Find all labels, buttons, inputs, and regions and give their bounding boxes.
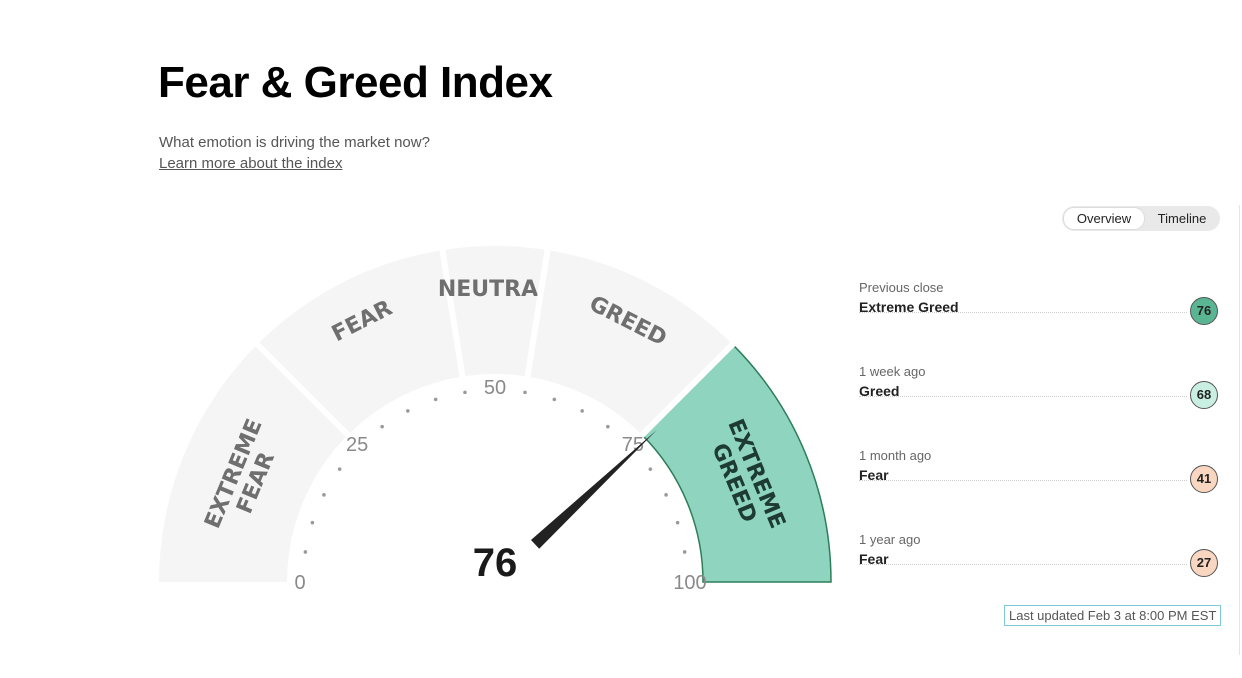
- history-item: 1 year ago Fear 27: [859, 532, 1219, 580]
- segment-greed: [527, 250, 733, 435]
- tick-label: 50: [484, 377, 506, 399]
- tick-dot: [648, 467, 653, 471]
- history-rating: Greed: [859, 383, 900, 399]
- tick-dot: [675, 520, 680, 525]
- segment-label-neutral: NEUTRAL: [438, 277, 552, 302]
- fear-greed-gauge: EXTREMEFEARFEARNEUTRALGREEDEXTREMEGREED0…: [159, 246, 832, 620]
- dotted-leader: [859, 480, 1187, 481]
- segment-separator: [439, 247, 466, 380]
- page-title: Fear & Greed Index: [158, 58, 553, 107]
- tick-dot: [606, 424, 610, 429]
- history-score-badge: 27: [1190, 549, 1218, 577]
- overview-tab[interactable]: Overview: [1063, 207, 1145, 230]
- dotted-leader: [859, 312, 1187, 313]
- tick-dot: [682, 550, 687, 554]
- tick-label: 25: [346, 434, 368, 456]
- tick-dot: [406, 409, 410, 413]
- panel-divider: [1239, 205, 1240, 655]
- segment-separator: [253, 340, 352, 439]
- learn-more-link[interactable]: Learn more about the index: [159, 155, 343, 172]
- page-subtitle: What emotion is driving the market now?: [159, 134, 430, 151]
- dotted-leader: [859, 564, 1187, 565]
- history-item: 1 week ago Greed 68: [859, 364, 1219, 412]
- history-item: Previous close Extreme Greed 76: [859, 280, 1219, 328]
- tick-label: 100: [673, 572, 706, 594]
- history-period: 1 year ago: [859, 532, 921, 547]
- gauge-needle: [530, 430, 657, 549]
- tick-label: 0: [294, 572, 305, 594]
- segment-extreme-fear: [159, 344, 348, 582]
- dotted-leader: [859, 396, 1187, 397]
- history-score-badge: 41: [1190, 465, 1218, 493]
- view-toggle: Overview Timeline: [1062, 206, 1220, 231]
- timeline-tab[interactable]: Timeline: [1157, 211, 1207, 226]
- tick-dot: [552, 397, 557, 402]
- tick-dot: [337, 467, 342, 471]
- tick-dot: [433, 397, 438, 402]
- history-item: 1 month ago Fear 41: [859, 448, 1219, 496]
- segment-fear: [257, 250, 463, 435]
- history-rating: Fear: [859, 551, 889, 567]
- gauge-value: 76: [473, 541, 518, 585]
- history-score-badge: 76: [1190, 297, 1218, 325]
- segment-extreme-greed: [641, 343, 832, 583]
- tick-dot: [303, 550, 308, 554]
- tick-dot: [322, 493, 326, 497]
- history-score-badge: 68: [1190, 381, 1218, 409]
- tick-dot: [664, 493, 668, 497]
- history-period: 1 month ago: [859, 448, 932, 463]
- tick-dot: [580, 409, 584, 413]
- tick-label: 75: [622, 434, 644, 456]
- tick-dot: [523, 390, 527, 395]
- history-period: Previous close: [859, 280, 944, 295]
- history-period: 1 week ago: [859, 364, 926, 379]
- last-updated: Last updated Feb 3 at 8:00 PM EST: [1004, 605, 1222, 626]
- segment-separator: [638, 340, 737, 439]
- tick-dot: [310, 520, 315, 525]
- segment-separator: [524, 247, 551, 380]
- tick-dot: [463, 390, 467, 395]
- history-rating: Fear: [859, 467, 889, 483]
- history-rating: Extreme Greed: [859, 299, 959, 315]
- hub-mask: [415, 592, 575, 620]
- tick-dot: [380, 424, 384, 429]
- segment-neutral: [442, 246, 548, 377]
